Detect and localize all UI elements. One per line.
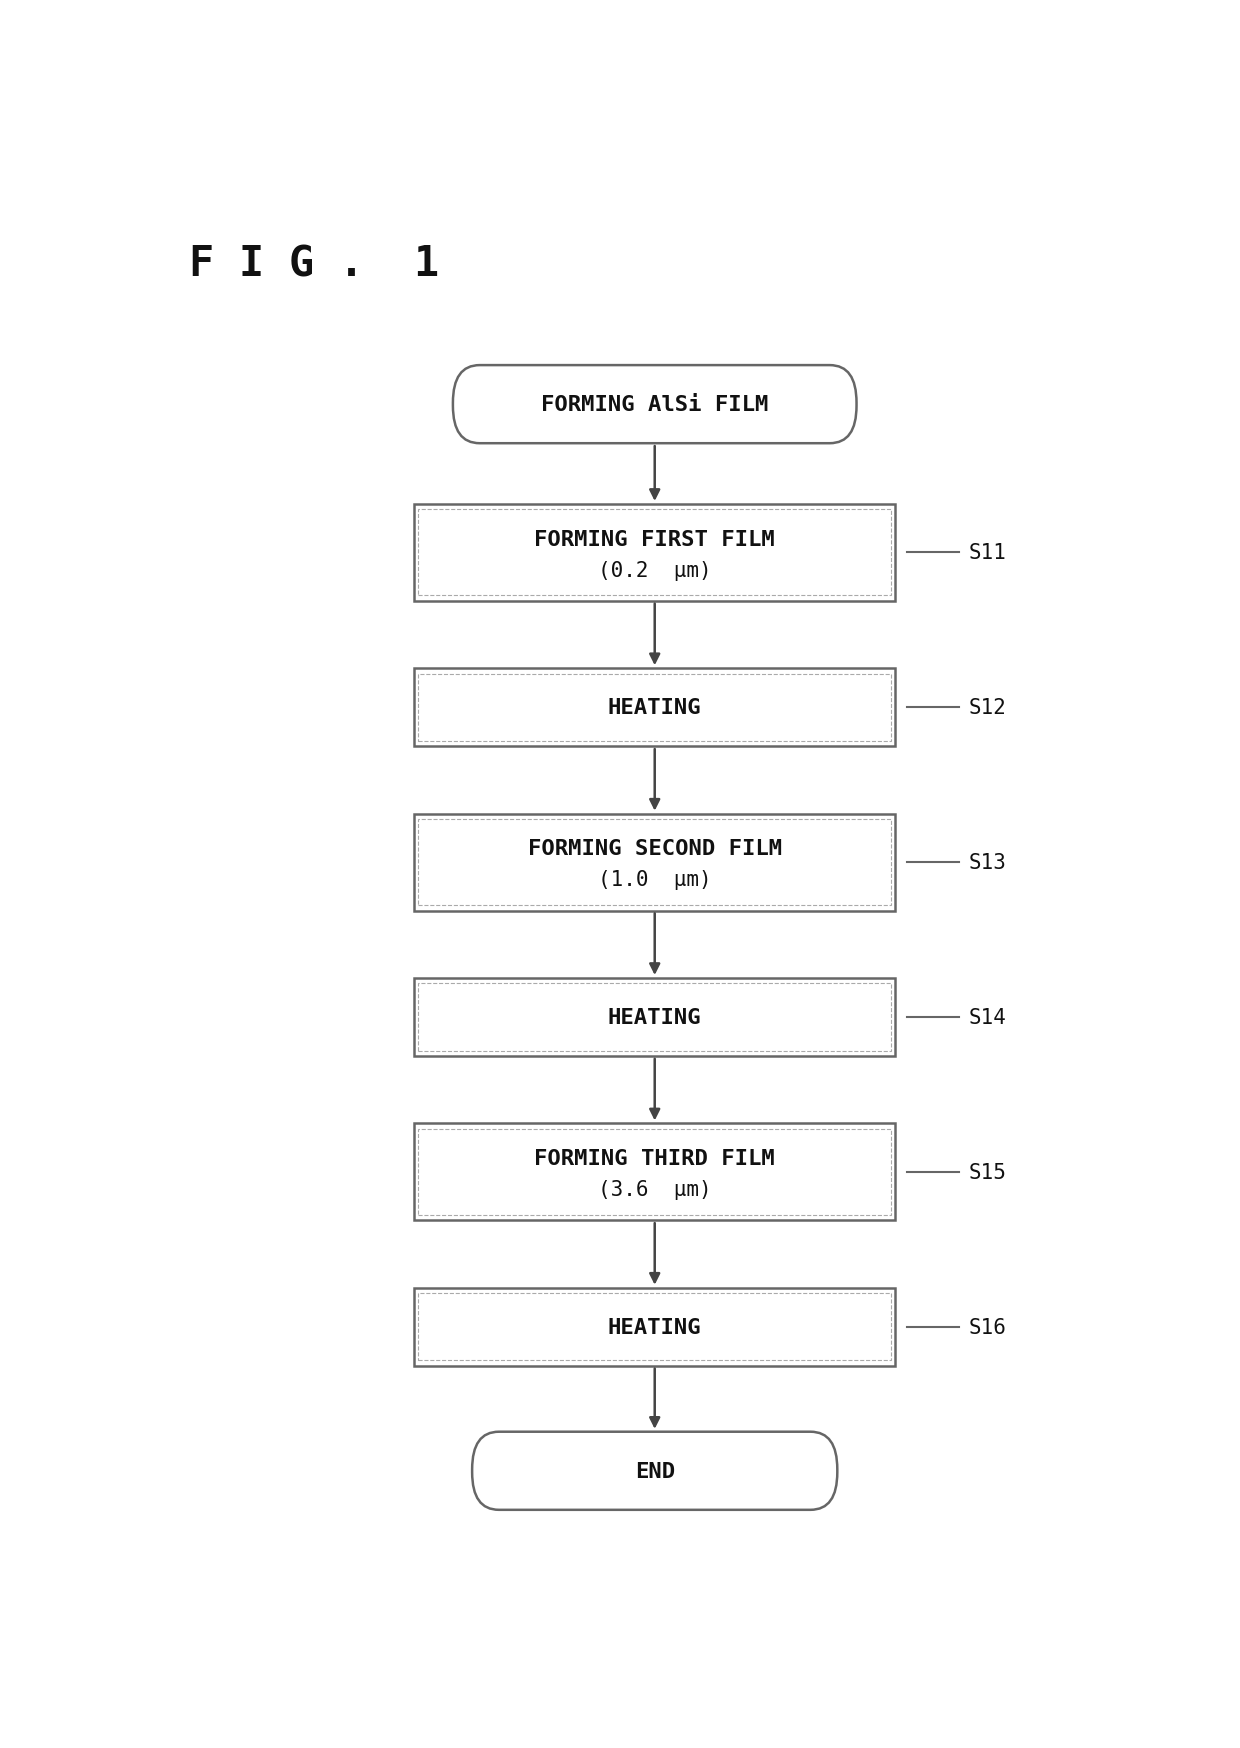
Text: S14: S14 (968, 1007, 1007, 1028)
FancyBboxPatch shape (414, 505, 895, 601)
Text: S15: S15 (968, 1162, 1007, 1182)
Text: (1.0  μm): (1.0 μm) (598, 871, 712, 890)
Text: FORMING FIRST FILM: FORMING FIRST FILM (534, 530, 775, 549)
FancyBboxPatch shape (414, 1124, 895, 1220)
Text: (0.2  μm): (0.2 μm) (598, 561, 712, 580)
FancyBboxPatch shape (414, 979, 895, 1056)
Text: (3.6  μm): (3.6 μm) (598, 1180, 712, 1199)
FancyBboxPatch shape (414, 1288, 895, 1365)
Text: FORMING AlSi FILM: FORMING AlSi FILM (541, 395, 769, 414)
Text: HEATING: HEATING (608, 1007, 702, 1028)
FancyBboxPatch shape (472, 1432, 837, 1510)
Text: S13: S13 (968, 853, 1007, 872)
Text: F I G .  1: F I G . 1 (188, 243, 439, 285)
Text: END: END (635, 1461, 675, 1481)
Text: S12: S12 (968, 697, 1007, 718)
Text: FORMING THIRD FILM: FORMING THIRD FILM (534, 1148, 775, 1169)
Text: FORMING SECOND FILM: FORMING SECOND FILM (528, 839, 781, 858)
Text: HEATING: HEATING (608, 1316, 702, 1337)
Text: HEATING: HEATING (608, 697, 702, 718)
Text: S16: S16 (968, 1316, 1007, 1337)
FancyBboxPatch shape (414, 815, 895, 911)
FancyBboxPatch shape (453, 365, 857, 444)
Text: S11: S11 (968, 544, 1007, 563)
FancyBboxPatch shape (414, 669, 895, 746)
